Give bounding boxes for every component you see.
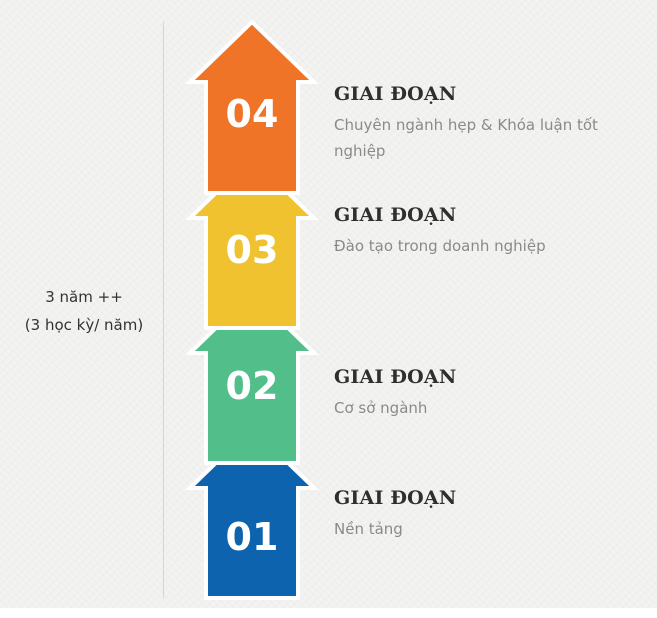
stage-number-04: 04 [226, 92, 279, 136]
stage-info-02: GIAI ĐOẠN Cơ sở ngành [334, 364, 634, 421]
stage-arrow-shape-02 [185, 290, 319, 465]
stage-number-02: 02 [226, 364, 279, 408]
bottom-band [0, 608, 657, 618]
stage-arrow-shape-03 [185, 155, 319, 330]
stage-description-04: Chuyên ngành hẹp & Khóa luận tốt nghiệp [334, 116, 598, 160]
duration-semesters: (3 học kỳ/ năm) [24, 316, 144, 334]
program-duration: 3 năm ++ (3 học kỳ/ năm) [0, 283, 168, 339]
stage-info-03: GIAI ĐOẠN Đào tạo trong doanh nghiệp [334, 202, 634, 259]
stage-arrow-shape-04 [185, 19, 319, 195]
stage-arrow-04: 04 [185, 19, 319, 195]
divider-line [163, 22, 164, 598]
stage-description-02: Cơ sở ngành [334, 399, 428, 417]
stage-info-01: GIAI ĐOẠN Nền tảng [334, 485, 634, 542]
stage-title-04: GIAI ĐOẠN [334, 83, 457, 105]
stage-info-04: GIAI ĐOẠN Chuyên ngành hẹp & Khóa luận t… [334, 81, 634, 164]
stage-number-01: 01 [226, 515, 279, 559]
stage-title-03: GIAI ĐOẠN [334, 204, 457, 226]
stage-title-01: GIAI ĐOẠN [334, 487, 457, 509]
stage-number-03: 03 [226, 228, 279, 272]
stage-arrow-03: 03 [185, 155, 319, 330]
stage-arrow-01: 01 [185, 425, 319, 600]
duration-years: 3 năm ++ [45, 288, 123, 306]
stage-arrow-02: 02 [185, 290, 319, 465]
stage-description-01: Nền tảng [334, 520, 403, 538]
stage-arrow-shape-01 [185, 425, 319, 600]
stage-description-03: Đào tạo trong doanh nghiệp [334, 237, 546, 255]
stage-title-02: GIAI ĐOẠN [334, 366, 457, 388]
